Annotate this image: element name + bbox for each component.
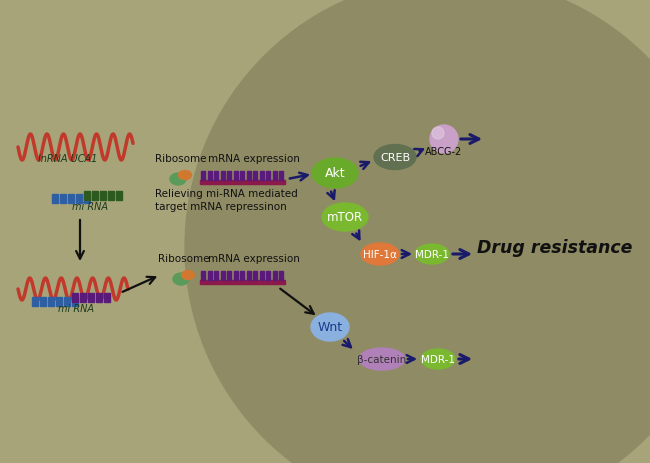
Bar bbox=[207, 172, 211, 181]
Bar bbox=[40, 297, 46, 307]
Circle shape bbox=[185, 0, 650, 463]
Bar bbox=[272, 271, 276, 281]
Ellipse shape bbox=[430, 126, 458, 154]
Bar bbox=[201, 271, 205, 281]
Text: Ribosome: Ribosome bbox=[158, 253, 209, 263]
Bar bbox=[88, 294, 94, 302]
Bar bbox=[56, 297, 62, 307]
Ellipse shape bbox=[421, 349, 455, 369]
Bar bbox=[240, 271, 244, 281]
Bar bbox=[48, 297, 54, 307]
Bar bbox=[100, 192, 106, 200]
Ellipse shape bbox=[359, 348, 405, 370]
Text: target mRNA repressinon: target mRNA repressinon bbox=[155, 201, 287, 212]
Ellipse shape bbox=[170, 174, 186, 186]
Bar bbox=[116, 192, 122, 200]
Bar bbox=[201, 172, 205, 181]
Bar bbox=[84, 192, 90, 200]
Bar bbox=[246, 271, 250, 281]
Text: Relieving mi-RNA mediated: Relieving mi-RNA mediated bbox=[155, 188, 298, 199]
Bar bbox=[64, 297, 70, 307]
Ellipse shape bbox=[361, 244, 399, 265]
Bar bbox=[104, 294, 110, 302]
Bar bbox=[96, 294, 102, 302]
Bar bbox=[227, 271, 231, 281]
Bar bbox=[259, 172, 263, 181]
Text: β-catenin: β-catenin bbox=[358, 354, 407, 364]
Bar bbox=[72, 297, 78, 307]
Text: Ribosome: Ribosome bbox=[155, 154, 207, 163]
Text: MDR-1: MDR-1 bbox=[421, 354, 455, 364]
Bar bbox=[253, 271, 257, 281]
Text: Drug resistance: Drug resistance bbox=[477, 238, 632, 257]
Ellipse shape bbox=[173, 274, 189, 285]
Ellipse shape bbox=[415, 244, 449, 264]
Bar bbox=[60, 194, 66, 204]
Text: CREB: CREB bbox=[380, 153, 410, 163]
Bar bbox=[200, 181, 285, 184]
Text: HIF-1α: HIF-1α bbox=[363, 250, 397, 259]
Ellipse shape bbox=[179, 171, 192, 180]
Ellipse shape bbox=[374, 145, 416, 170]
Bar bbox=[76, 194, 82, 204]
Ellipse shape bbox=[311, 313, 349, 341]
Bar bbox=[227, 172, 231, 181]
Bar bbox=[92, 192, 98, 200]
Ellipse shape bbox=[432, 128, 444, 140]
Text: Wnt: Wnt bbox=[317, 321, 343, 334]
Bar bbox=[246, 172, 250, 181]
Bar bbox=[214, 271, 218, 281]
Text: ABCG-2: ABCG-2 bbox=[425, 147, 463, 156]
Bar bbox=[266, 271, 270, 281]
Bar bbox=[279, 271, 283, 281]
Bar bbox=[240, 172, 244, 181]
Bar bbox=[32, 297, 38, 307]
Text: mi RNA: mi RNA bbox=[58, 303, 94, 313]
Bar bbox=[220, 172, 224, 181]
Bar bbox=[272, 172, 276, 181]
Bar bbox=[72, 294, 78, 302]
Text: mRNA expression: mRNA expression bbox=[208, 253, 300, 263]
Bar bbox=[259, 271, 263, 281]
Text: MDR-1: MDR-1 bbox=[415, 250, 449, 259]
Bar bbox=[233, 271, 237, 281]
Bar bbox=[207, 271, 211, 281]
Bar bbox=[214, 172, 218, 181]
Ellipse shape bbox=[322, 204, 368, 232]
Bar bbox=[108, 192, 114, 200]
Text: lnRNA UCA1: lnRNA UCA1 bbox=[38, 154, 98, 163]
Bar bbox=[84, 194, 90, 204]
Text: mTOR: mTOR bbox=[327, 211, 363, 224]
Bar bbox=[220, 271, 224, 281]
Bar bbox=[52, 194, 58, 204]
Bar bbox=[233, 172, 237, 181]
Ellipse shape bbox=[181, 271, 194, 280]
Bar bbox=[80, 294, 86, 302]
Ellipse shape bbox=[312, 159, 358, 188]
Bar bbox=[279, 172, 283, 181]
Text: mi RNA: mi RNA bbox=[72, 201, 108, 212]
Text: mRNA expression: mRNA expression bbox=[208, 154, 300, 163]
Bar bbox=[266, 172, 270, 181]
Bar bbox=[200, 281, 285, 284]
Bar bbox=[253, 172, 257, 181]
Bar bbox=[68, 194, 74, 204]
Text: Akt: Akt bbox=[325, 167, 345, 180]
